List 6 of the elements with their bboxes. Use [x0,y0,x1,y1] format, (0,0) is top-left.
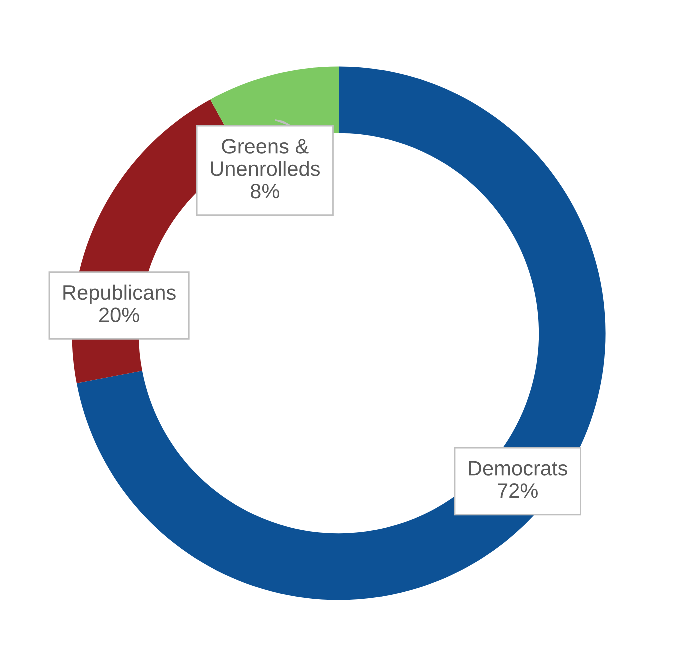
slice-label: Greens & Unenrolleds [211,139,320,176]
data-label: 20% [100,308,140,323]
data-label: 8% [251,184,280,199]
slice-label: Democrats [469,461,568,476]
data-label: 72% [498,484,538,498]
slice-label: Republicans [64,284,176,304]
